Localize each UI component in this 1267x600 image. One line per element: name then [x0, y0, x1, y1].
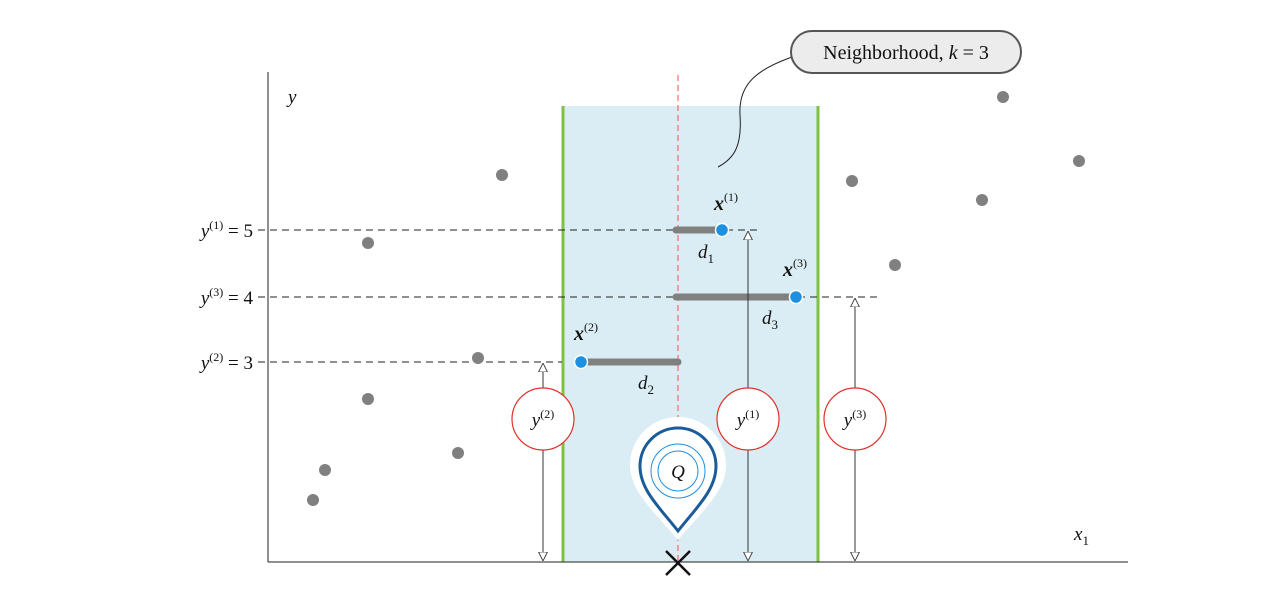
sample-point: [1073, 155, 1085, 167]
svg-text:y(2): y(2): [530, 407, 554, 431]
neighborhood-callout-text: Neighborhood, k = 3: [823, 42, 989, 64]
sample-point: [307, 494, 319, 506]
sample-point: [452, 447, 464, 459]
level-label-y2: y(2) = 3: [199, 350, 253, 374]
cross-icon: [665, 550, 691, 576]
neighbor-point-x3: [788, 289, 804, 305]
y-axis-label: y: [286, 87, 297, 108]
sample-point: [846, 175, 858, 187]
location-pin-icon: Q: [630, 417, 726, 540]
level-label-y3: y(3) = 4: [199, 285, 254, 309]
sample-points: [307, 91, 1085, 506]
neighbor-point-x1: [714, 222, 730, 238]
sample-point: [496, 169, 508, 181]
neighbor-point-x2: [573, 354, 589, 370]
target-circle-y3: y(3): [823, 387, 887, 451]
sample-point: [976, 194, 988, 206]
sample-point: [319, 464, 331, 476]
distance-label-d2: d2: [638, 373, 654, 397]
sample-point: [362, 393, 374, 405]
x-axis-label: x1: [1073, 524, 1089, 548]
distance-label-d1: d1: [698, 242, 714, 266]
level-label-y1: y(1) = 5: [199, 218, 253, 242]
neighbor-label-x2: x(2): [573, 320, 598, 345]
callout-pointer: [717, 55, 796, 168]
neighbor-label-x1: x(1): [713, 190, 738, 215]
neighbor-label-x3: x(3): [782, 256, 807, 281]
svg-text:y(3): y(3): [842, 407, 866, 431]
distance-label-d3: d3: [762, 308, 778, 332]
svg-text:y(1): y(1): [735, 407, 759, 431]
sample-point: [472, 352, 484, 364]
target-circle-y1: y(1): [716, 387, 780, 451]
neighborhood-callout-box: [790, 30, 1022, 74]
sample-point: [889, 259, 901, 271]
query-label: Q: [671, 462, 685, 483]
sample-point: [362, 237, 374, 249]
target-circle-y2: y(2): [511, 387, 575, 451]
sample-point: [997, 91, 1009, 103]
